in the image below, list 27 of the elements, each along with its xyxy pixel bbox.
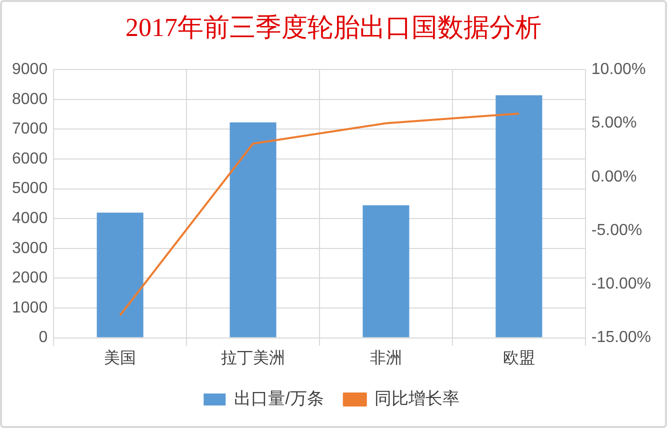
chart-title: 2017年前三季度轮胎出口国数据分析 bbox=[124, 12, 542, 44]
y-tick-label: 8000 bbox=[12, 90, 48, 108]
x-tick-label: 拉丁美洲 bbox=[221, 348, 286, 367]
bar bbox=[362, 205, 410, 338]
bar bbox=[96, 212, 144, 338]
y-tick-label: 3000 bbox=[12, 240, 48, 257]
bar bbox=[496, 95, 542, 338]
x-tick-label: 美国 bbox=[104, 348, 136, 367]
legend-label: 同比增长率 bbox=[374, 389, 460, 408]
bar bbox=[230, 122, 276, 338]
y-tick-label: 4000 bbox=[12, 210, 48, 228]
legend-label: 出口量/万条 bbox=[234, 389, 324, 408]
y-tick-label: 1000 bbox=[12, 299, 48, 316]
y2-tick-label: 0.00% bbox=[591, 168, 637, 186]
y-tick-label: 7000 bbox=[12, 120, 48, 138]
y2-tick-label: -10.00% bbox=[591, 276, 651, 293]
y2-tick-label: -5.00% bbox=[591, 222, 642, 239]
y2-tick-label: 5.00% bbox=[591, 114, 637, 132]
y2-tick-label: -15.00% bbox=[591, 329, 651, 346]
x-tick-label: 非洲 bbox=[370, 348, 402, 367]
y-tick-label: 0 bbox=[38, 329, 48, 346]
y-tick-label: 9000 bbox=[12, 61, 48, 78]
x-tick-label: 欧盟 bbox=[502, 350, 535, 367]
y-tick-label: 2000 bbox=[12, 270, 48, 287]
y-tick-label: 6000 bbox=[12, 150, 48, 168]
y2-tick-label: 10.00% bbox=[591, 61, 646, 78]
y-tick-label: 5000 bbox=[12, 180, 48, 198]
